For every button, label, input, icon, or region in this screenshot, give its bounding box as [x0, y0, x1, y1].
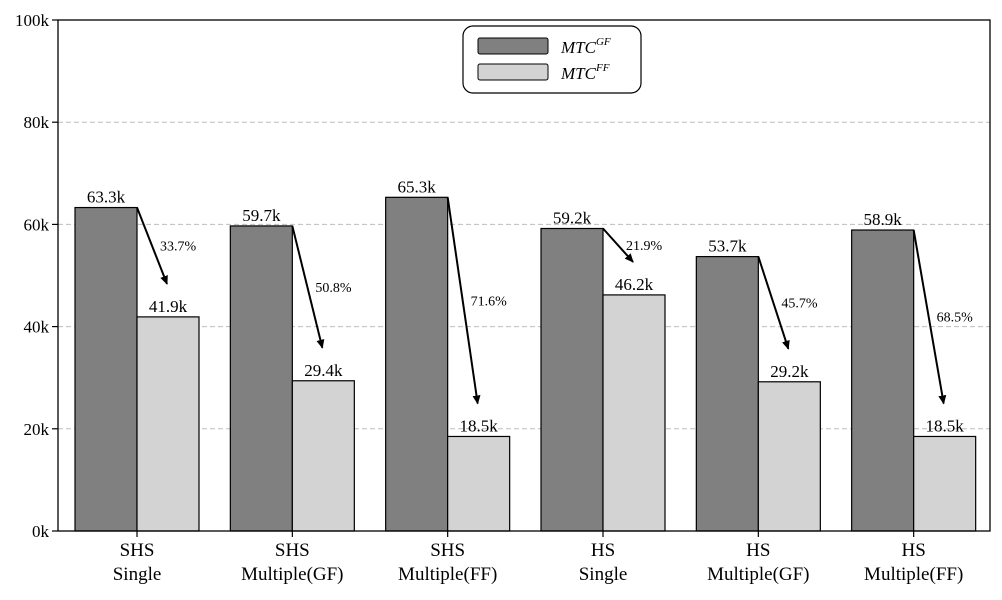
- legend-label-superscript: FF: [595, 62, 610, 74]
- axes: [52, 19, 991, 537]
- data-label: 18.5k: [926, 416, 965, 435]
- grid-lines: [58, 121, 990, 430]
- reduction-arrow: [291, 225, 325, 349]
- data-label: 29.4k: [304, 361, 343, 380]
- y-tick-label: 20k: [24, 420, 50, 439]
- x-tick-label: HS: [746, 540, 770, 561]
- data-label: 46.2k: [615, 275, 654, 294]
- reduction-label: 21.9%: [626, 239, 663, 254]
- x-tick-label: Single: [113, 564, 162, 585]
- legend-label-base: MTC: [560, 38, 597, 57]
- data-label: 58.9k: [864, 210, 903, 229]
- reduction-label: 45.7%: [781, 297, 818, 312]
- legend-label-base: MTC: [560, 64, 597, 83]
- legend-label: MTCFF: [560, 62, 610, 83]
- reduction-label: 33.7%: [160, 240, 197, 255]
- data-label: 63.3k: [87, 188, 126, 207]
- y-tick-label: 0k: [32, 522, 50, 541]
- x-tick-label: Multiple(FF): [864, 564, 963, 585]
- bar-ff: [757, 381, 821, 532]
- data-label: 53.7k: [708, 237, 747, 256]
- x-tick-label: SHS: [275, 540, 310, 561]
- reduction-arrow: [136, 207, 168, 285]
- data-label: 59.2k: [553, 208, 592, 227]
- data-label: 29.2k: [770, 362, 809, 381]
- reduction-arrows: [136, 197, 947, 405]
- x-tick-label: HS: [591, 540, 615, 561]
- bar-gf: [229, 225, 293, 532]
- reduction-label: 68.5%: [937, 311, 974, 326]
- data-label: 41.9k: [149, 297, 188, 316]
- reduction-arrow: [602, 227, 634, 263]
- bar-ff: [136, 316, 200, 532]
- bar-gf: [695, 255, 759, 532]
- legend-label: MTCGF: [560, 36, 611, 57]
- x-tick-label: HS: [902, 540, 926, 561]
- data-label: 18.5k: [460, 416, 499, 435]
- legend-box: [462, 25, 642, 94]
- x-tick-label: Single: [579, 564, 628, 585]
- x-tick-label: Multiple(GF): [707, 564, 809, 585]
- labels: 0k 20k 40k 60k 80k 100k 63.3k 41.9k 33.7% SHS Sing…: [15, 11, 973, 585]
- reduction-arrow: [446, 197, 481, 405]
- legend-label-superscript: GF: [596, 36, 611, 48]
- bar-ff: [602, 294, 666, 532]
- reduction-arrow: [757, 256, 790, 350]
- bar-gf: [385, 196, 449, 532]
- bar-gf: [540, 227, 604, 532]
- x-tick-label: SHS: [120, 540, 155, 561]
- plot-frame: [57, 19, 991, 532]
- bar-ff: [291, 380, 355, 532]
- bar-gf: [851, 229, 915, 532]
- legend-swatch: [477, 63, 549, 81]
- bar-ff: [447, 435, 511, 532]
- data-label: 65.3k: [398, 177, 437, 196]
- y-tick-label: 40k: [24, 318, 50, 337]
- data-label: 59.7k: [242, 206, 281, 225]
- y-tick-label: 80k: [24, 113, 50, 132]
- x-tick-label: SHS: [430, 540, 465, 561]
- x-tick-label: Multiple(FF): [398, 564, 497, 585]
- reduction-label: 71.6%: [471, 294, 508, 309]
- reduction-label: 50.8%: [315, 281, 352, 296]
- legend-swatch: [477, 37, 549, 55]
- bar-gf: [74, 206, 138, 532]
- bars: [74, 196, 977, 532]
- y-tick-label: 60k: [24, 215, 50, 234]
- x-tick-label: Multiple(GF): [241, 564, 343, 585]
- bar-ff: [913, 435, 977, 532]
- y-tick-label: 100k: [15, 11, 50, 30]
- reduction-arrow: [912, 229, 947, 405]
